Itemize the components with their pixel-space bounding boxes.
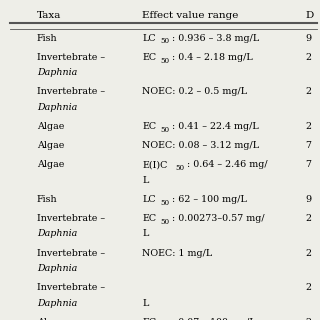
Text: EC: EC: [142, 318, 156, 320]
Text: 50: 50: [160, 37, 169, 45]
Text: NOEC: 0.08 – 3.12 mg/L: NOEC: 0.08 – 3.12 mg/L: [142, 141, 260, 150]
Text: EC: EC: [142, 122, 156, 131]
Text: L: L: [142, 176, 149, 185]
Text: Effect value range: Effect value range: [142, 11, 239, 20]
Text: E(I)C: E(I)C: [142, 160, 168, 169]
Text: 2: 2: [306, 283, 312, 292]
Text: Daphnia: Daphnia: [37, 229, 77, 238]
Text: : 0.00273–0.57 mg/: : 0.00273–0.57 mg/: [172, 214, 265, 223]
Text: Algae: Algae: [37, 318, 64, 320]
Text: Fish: Fish: [37, 34, 57, 43]
Text: LC: LC: [142, 195, 156, 204]
Text: Invertebrate –: Invertebrate –: [37, 214, 105, 223]
Text: NOEC: 0.2 – 0.5 mg/L: NOEC: 0.2 – 0.5 mg/L: [142, 87, 248, 96]
Text: Invertebrate –: Invertebrate –: [37, 249, 105, 258]
Text: Daphnia: Daphnia: [37, 103, 77, 112]
Text: : 0.07 – 100 mg/L: : 0.07 – 100 mg/L: [172, 318, 256, 320]
Text: Invertebrate –: Invertebrate –: [37, 283, 105, 292]
Text: D: D: [306, 11, 314, 20]
Text: 9: 9: [306, 34, 312, 43]
Text: Daphnia: Daphnia: [37, 264, 77, 273]
Text: Invertebrate –: Invertebrate –: [37, 87, 105, 96]
Text: NOEC: 1 mg/L: NOEC: 1 mg/L: [142, 249, 213, 258]
Text: : 0.41 – 22.4 mg/L: : 0.41 – 22.4 mg/L: [172, 122, 259, 131]
Text: Daphnia: Daphnia: [37, 299, 77, 308]
Text: EC: EC: [142, 214, 156, 223]
Text: 2: 2: [306, 87, 312, 96]
Text: 2: 2: [306, 249, 312, 258]
Text: 7: 7: [306, 160, 312, 169]
Text: : 62 – 100 mg/L: : 62 – 100 mg/L: [172, 195, 247, 204]
Text: Algae: Algae: [37, 160, 64, 169]
Text: 2: 2: [306, 318, 312, 320]
Text: L: L: [142, 299, 149, 308]
Text: 9: 9: [306, 195, 312, 204]
Text: 50: 50: [161, 126, 170, 134]
Text: Algae: Algae: [37, 141, 64, 150]
Text: 2: 2: [306, 53, 312, 62]
Text: EC: EC: [142, 53, 156, 62]
Text: : 0.936 – 3.8 mg/L: : 0.936 – 3.8 mg/L: [172, 34, 259, 43]
Text: 2: 2: [306, 122, 312, 131]
Text: : 0.64 – 2.46 mg/: : 0.64 – 2.46 mg/: [187, 160, 268, 169]
Text: Daphnia: Daphnia: [37, 68, 77, 77]
Text: LC: LC: [142, 34, 156, 43]
Text: Invertebrate –: Invertebrate –: [37, 53, 105, 62]
Text: 50: 50: [160, 199, 169, 207]
Text: L: L: [142, 229, 149, 238]
Text: Algae: Algae: [37, 122, 64, 131]
Text: Taxa: Taxa: [37, 11, 61, 20]
Text: : 0.4 – 2.18 mg/L: : 0.4 – 2.18 mg/L: [172, 53, 253, 62]
Text: 50: 50: [161, 218, 170, 226]
Text: 2: 2: [306, 214, 312, 223]
Text: 50: 50: [175, 164, 184, 172]
Text: 7: 7: [306, 141, 312, 150]
Text: 50: 50: [161, 57, 170, 65]
Text: Fish: Fish: [37, 195, 57, 204]
